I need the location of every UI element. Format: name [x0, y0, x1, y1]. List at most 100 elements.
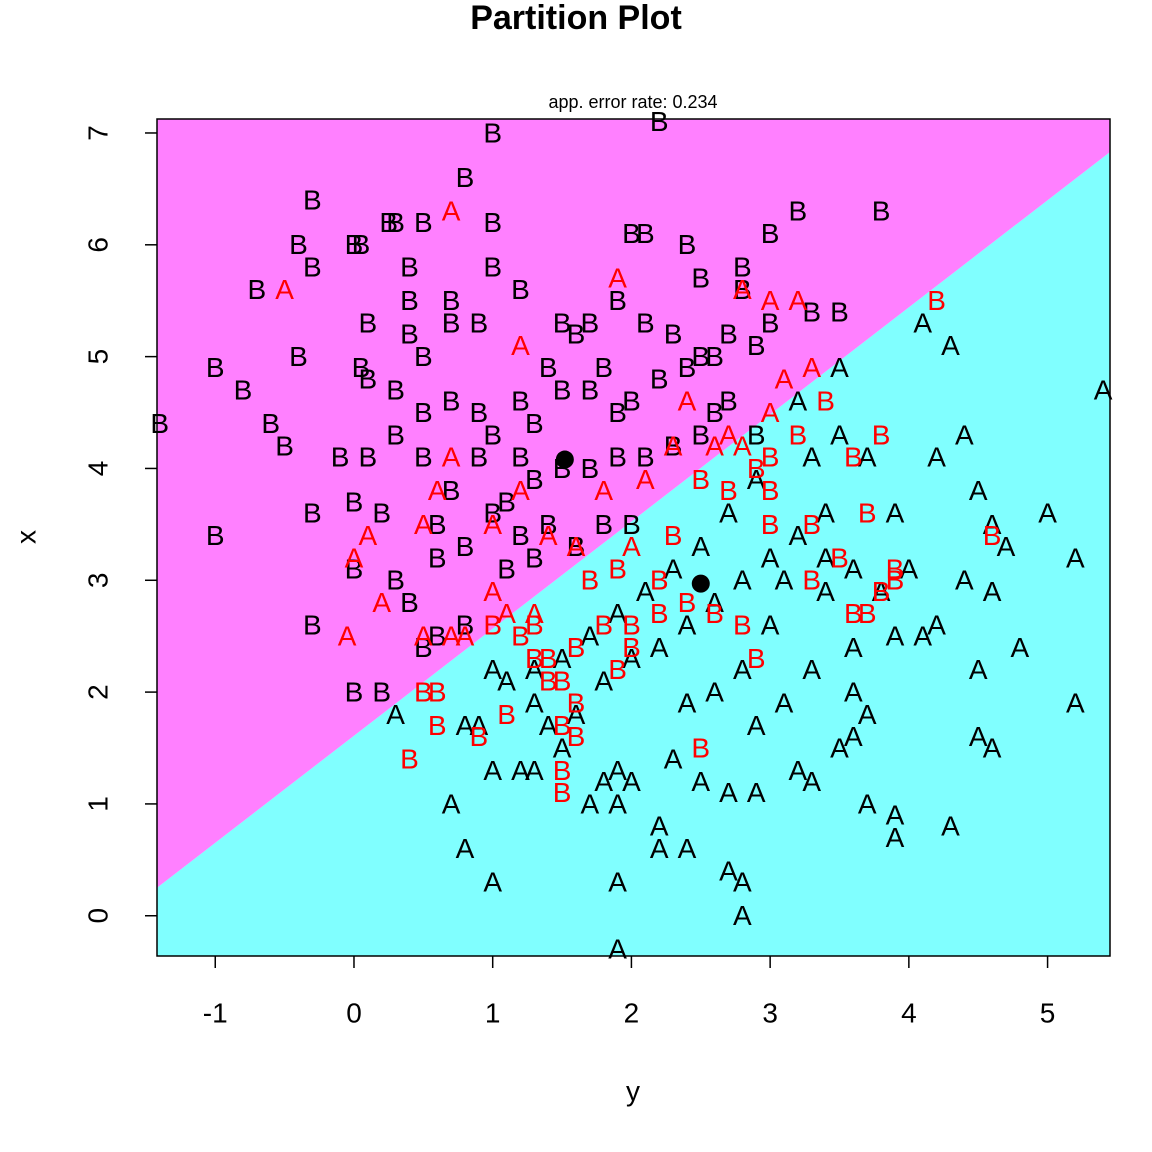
point-label: A — [941, 330, 960, 361]
y-tick-label: 5 — [82, 349, 113, 365]
point-label: B — [789, 419, 808, 450]
point-label: B — [691, 341, 710, 372]
point-label: B — [511, 442, 530, 473]
point-label: B — [594, 509, 613, 540]
point-label: B — [664, 430, 683, 461]
point-label: A — [594, 475, 613, 506]
point-label: A — [927, 609, 946, 640]
point-label: A — [608, 788, 627, 819]
point-label: B — [802, 565, 821, 596]
point-label: A — [733, 565, 752, 596]
point-label: B — [983, 520, 1002, 551]
point-label: A — [525, 688, 544, 719]
point-label: A — [608, 755, 627, 786]
point-label: A — [858, 788, 877, 819]
point-label: A — [955, 419, 974, 450]
point-label: B — [664, 520, 683, 551]
plot-frame — [156, 118, 1111, 957]
point-label: B — [483, 419, 502, 450]
point-label: B — [539, 352, 558, 383]
point-label: A — [913, 307, 932, 338]
point-label: B — [733, 252, 752, 283]
point-label: B — [511, 386, 530, 417]
point-label: A — [483, 654, 502, 685]
point-label: A — [511, 755, 530, 786]
point-label: A — [969, 721, 988, 752]
point-label: B — [386, 565, 405, 596]
point-label: B — [414, 207, 433, 238]
point-label: A — [802, 766, 821, 797]
point-label: B — [608, 442, 627, 473]
point-label: A — [650, 833, 669, 864]
point-label: B — [497, 553, 516, 584]
point-label: B — [345, 486, 364, 517]
region — [157, 151, 1110, 956]
point-label: A — [275, 274, 294, 305]
point-label: A — [705, 676, 724, 707]
point-label: B — [594, 352, 613, 383]
point-label: A — [719, 777, 738, 808]
point-label: B — [761, 218, 780, 249]
point-label: A — [386, 699, 405, 730]
point-label: A — [664, 430, 683, 461]
point-label: B — [539, 665, 558, 696]
point-label: B — [650, 565, 669, 596]
point-label: B — [622, 509, 641, 540]
point-label: B — [414, 442, 433, 473]
point-label: B — [386, 207, 405, 238]
point-label: B — [733, 274, 752, 305]
chart-title: Partition Plot — [470, 0, 682, 37]
point-label: B — [636, 307, 655, 338]
x-tick-label: 1 — [485, 997, 501, 1028]
point-label: B — [379, 207, 398, 238]
point-label: B — [705, 341, 724, 372]
point-label: B — [525, 542, 544, 573]
point-label: A — [789, 755, 808, 786]
point-label: B — [331, 442, 350, 473]
point-label: B — [761, 442, 780, 473]
point-label: A — [913, 621, 932, 652]
point-label: B — [650, 106, 669, 137]
point-label: A — [719, 855, 738, 886]
point-label: A — [525, 755, 544, 786]
point-label: B — [886, 565, 905, 596]
point-label: A — [802, 352, 821, 383]
y-axis-label: x — [10, 530, 41, 544]
point-label: A — [886, 498, 905, 529]
point-label: B — [372, 498, 391, 529]
point-label: A — [650, 811, 669, 842]
point-label: A — [553, 643, 572, 674]
point-label: B — [386, 375, 405, 406]
point-label: A — [608, 263, 627, 294]
point-label: A — [622, 643, 641, 674]
point-label: B — [567, 688, 586, 719]
point-label: B — [303, 609, 322, 640]
point-label: A — [1010, 632, 1029, 663]
point-label: B — [352, 229, 371, 260]
point-label: B — [483, 498, 502, 529]
point-label: A — [872, 576, 891, 607]
point-label: B — [428, 542, 447, 573]
point-label: A — [442, 621, 461, 652]
point-label: A — [414, 621, 433, 652]
point-label: A — [636, 464, 655, 495]
y-tick-label: 3 — [82, 572, 113, 588]
y-tick-label: 7 — [82, 125, 113, 141]
point-label: B — [400, 744, 419, 775]
point-label: A — [830, 732, 849, 763]
point-label: A — [775, 363, 794, 394]
point-label: A — [733, 900, 752, 931]
point-label: B — [428, 710, 447, 741]
point-label: B — [830, 542, 849, 573]
point-label: B — [456, 609, 475, 640]
point-label: A — [830, 352, 849, 383]
point-label: B — [594, 609, 613, 640]
point-label: A — [1066, 688, 1085, 719]
point-label: B — [608, 285, 627, 316]
point-label: B — [248, 274, 267, 305]
point-label: B — [345, 553, 364, 584]
point-label: B — [553, 710, 572, 741]
point-label: B — [469, 442, 488, 473]
point-label: B — [497, 486, 516, 517]
point-label: A — [539, 520, 558, 551]
